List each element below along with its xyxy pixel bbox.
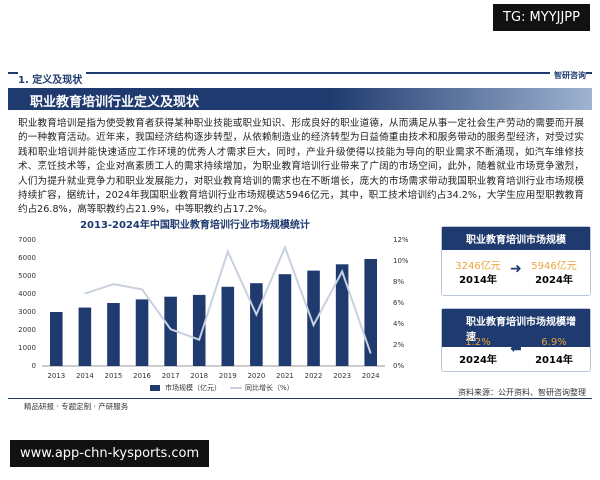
panel-value: 1.2%	[465, 337, 491, 348]
y2-tick-label: 4%	[393, 320, 404, 328]
x-tick-label: 2018	[190, 372, 208, 380]
page-title: 职业教育培训行业定义及现状	[30, 95, 200, 110]
x-tick-label: 2020	[247, 372, 265, 380]
arrow: ⬅	[510, 341, 522, 357]
section-label: 1. 定义及现状	[18, 71, 87, 86]
bar	[364, 258, 377, 366]
bar	[164, 296, 177, 366]
panel: 职业教育培训市场规模 3246亿元 2014年 ➜ 5946亿元 2024年	[441, 226, 591, 296]
y-tick-label: 0	[32, 362, 36, 370]
footer-rule	[8, 398, 592, 399]
line	[84, 244, 372, 354]
panel-value: 5946亿元	[531, 261, 577, 272]
y-tick-label: 5000	[18, 272, 36, 280]
bar	[50, 312, 63, 366]
panel-year: 2024年	[535, 275, 573, 286]
x-tick-label: 2017	[162, 372, 180, 380]
panel-year: 2024年	[459, 355, 497, 366]
bar	[78, 307, 92, 366]
x-tick-label: 2022	[305, 372, 323, 380]
x-tick-label: 2024	[362, 372, 380, 380]
panel-title: 职业教育培训市场规模增速	[442, 309, 590, 347]
y-tick-label: 3000	[18, 308, 36, 316]
bar	[135, 299, 149, 366]
bar	[335, 264, 349, 366]
watermark: www.app-chn-kysports.com	[10, 440, 210, 467]
y2-tick-label: 12%	[393, 236, 409, 244]
y-tick-label: 1000	[18, 344, 36, 352]
y2-tick-label: 6%	[393, 299, 404, 307]
x-tick-label: 2021	[276, 372, 294, 380]
header-rule	[8, 72, 592, 74]
arrow: ➜	[510, 261, 522, 277]
bar	[107, 303, 120, 366]
bar	[250, 283, 263, 366]
chart: 2013-2024年中国职业教育培训行业市场规模统计 0 1000 2000 3000…	[18, 218, 409, 392]
panel-value: 3246亿元	[455, 261, 501, 272]
x-tick-label: 2019	[219, 372, 237, 380]
legend-label: 同比增长（%）	[245, 383, 294, 392]
bar	[307, 270, 320, 366]
panel: 职业教育培训市场规模增速 1.2% 2024年 ⬅ 6.9% 2014年	[441, 308, 591, 372]
x-tick-label: 2014	[76, 372, 94, 380]
y-tick-label: 2000	[18, 326, 36, 334]
chart-title: 2013-2024年中国职业教育培训行业市场规模统计	[80, 218, 310, 231]
source: 资料来源：公开资料、智研咨询整理	[458, 388, 586, 397]
y2-tick-label: 2%	[393, 341, 404, 349]
logo: 智研咨询	[550, 70, 586, 81]
bar	[278, 274, 292, 366]
bar	[221, 286, 235, 366]
y2-tick-label: 0%	[393, 362, 404, 370]
paragraph: 职业教育培训是指为使受教育者获得某种职业技能或职业知识、形成良好的职业道德，从而…	[18, 118, 584, 216]
x-tick-label: 2016	[133, 372, 151, 380]
watermark: TG: MYYJJPP	[493, 4, 590, 31]
y-tick-label: 7000	[18, 236, 36, 244]
y2-tick-label: 10%	[393, 257, 409, 265]
x-tick-label: 2015	[105, 372, 123, 380]
title-bar	[8, 88, 592, 110]
panel-value: 6.9%	[541, 337, 567, 348]
panel-title: 职业教育培训市场规模	[442, 227, 590, 250]
footer-text: 精品研报 · 专题定制 · 产研服务	[24, 402, 129, 411]
y-tick-label: 4000	[18, 290, 36, 298]
y-tick-label: 6000	[18, 254, 36, 262]
legend-swatch	[150, 385, 160, 391]
y2-tick-label: 8%	[393, 278, 404, 286]
x-tick-label: 2013	[47, 372, 65, 380]
bar	[192, 294, 206, 366]
legend-label: 市场规模（亿元）	[165, 383, 221, 392]
panel-year: 2014年	[459, 275, 497, 286]
x-tick-label: 2023	[333, 372, 351, 380]
panel-year: 2014年	[535, 355, 573, 366]
